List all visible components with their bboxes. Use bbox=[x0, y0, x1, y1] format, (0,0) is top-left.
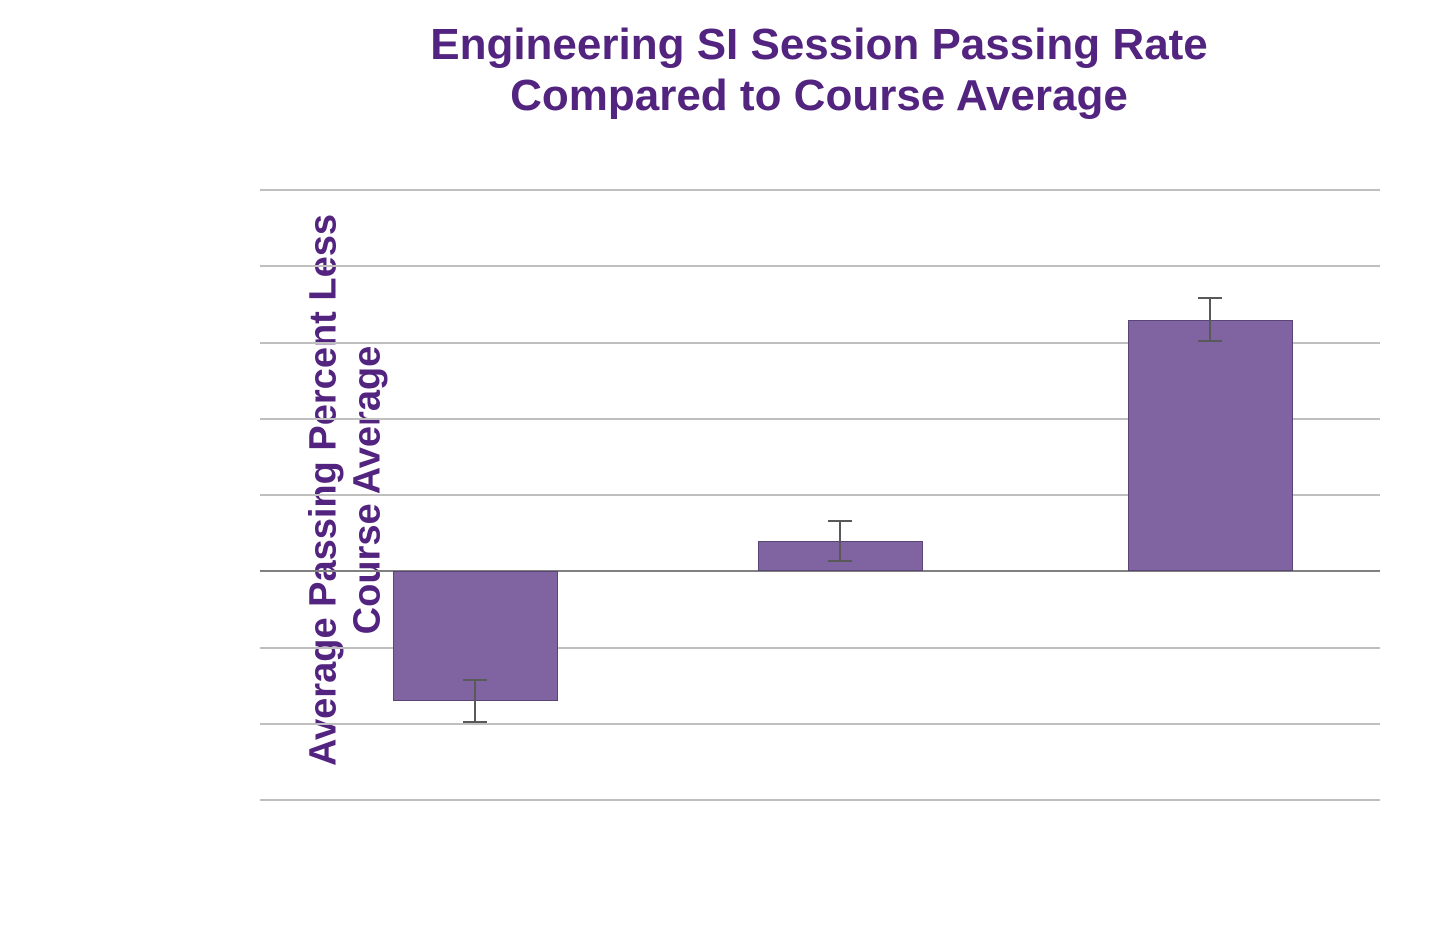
gridline bbox=[260, 799, 1380, 801]
error-cap-bottom bbox=[828, 560, 852, 562]
error-cap-top bbox=[463, 679, 487, 681]
error-bar bbox=[1209, 298, 1211, 341]
error-cap-top bbox=[1198, 297, 1222, 299]
chart-title-line2: Compared to Course Average bbox=[510, 71, 1128, 120]
error-cap-bottom bbox=[1198, 340, 1222, 342]
gridline bbox=[260, 189, 1380, 191]
plot-area bbox=[260, 190, 1380, 800]
bar bbox=[1128, 320, 1293, 572]
chart-title-line1: Engineering SI Session Passing Rate bbox=[430, 20, 1208, 69]
chart-title: Engineering SI Session Passing Rate Comp… bbox=[260, 20, 1378, 121]
gridline bbox=[260, 723, 1380, 725]
error-cap-top bbox=[828, 520, 852, 522]
gridline bbox=[260, 265, 1380, 267]
error-cap-bottom bbox=[463, 721, 487, 723]
error-bar bbox=[839, 521, 841, 561]
chart-container: Engineering SI Session Passing Rate Comp… bbox=[0, 0, 1438, 925]
error-bar bbox=[474, 680, 476, 723]
